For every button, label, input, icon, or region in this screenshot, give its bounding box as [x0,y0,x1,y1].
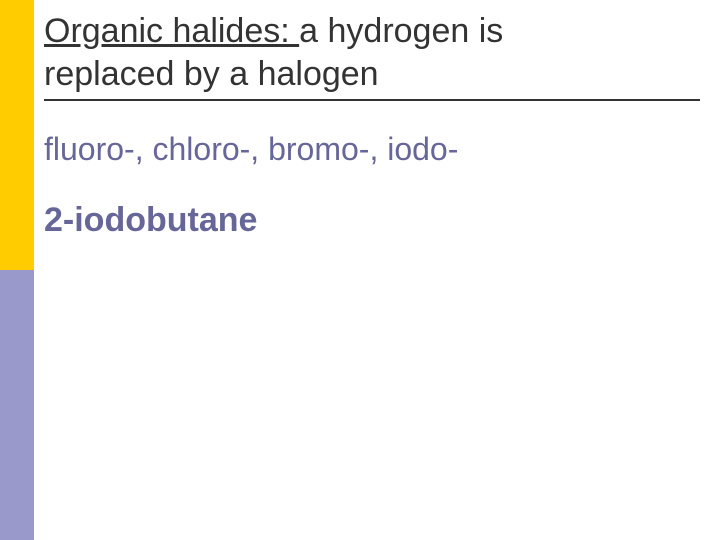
content-area: Organic halides: a hydrogen is replaced … [44,10,700,240]
prefixes-line: fluoro-, chloro-, bromo-, iodo- [44,129,700,171]
sidebar-bottom [0,270,34,540]
sidebar-top [0,0,34,270]
title-underlined: Organic halides: [44,12,299,50]
example-compound: 2-iodobutane [44,201,700,240]
title-line2: replaced by a halogen [44,55,379,93]
slide: Organic halides: a hydrogen is replaced … [0,0,720,540]
title-rest-line1: a hydrogen is [299,12,503,50]
title-block: Organic halides: a hydrogen is replaced … [44,10,700,101]
